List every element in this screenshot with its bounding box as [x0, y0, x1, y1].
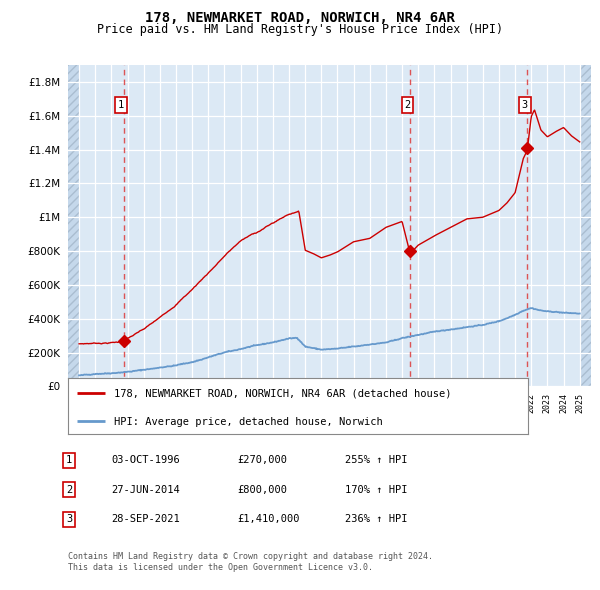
Text: 3: 3 [521, 100, 528, 110]
Text: Contains HM Land Registry data © Crown copyright and database right 2024.: Contains HM Land Registry data © Crown c… [68, 552, 433, 561]
Text: 1: 1 [66, 455, 72, 465]
Text: £1,410,000: £1,410,000 [237, 514, 299, 524]
Text: 27-JUN-2014: 27-JUN-2014 [111, 485, 180, 494]
Text: 170% ↑ HPI: 170% ↑ HPI [345, 485, 407, 494]
Text: 178, NEWMARKET ROAD, NORWICH, NR4 6AR: 178, NEWMARKET ROAD, NORWICH, NR4 6AR [145, 11, 455, 25]
Text: 03-OCT-1996: 03-OCT-1996 [111, 455, 180, 465]
Text: Price paid vs. HM Land Registry's House Price Index (HPI): Price paid vs. HM Land Registry's House … [97, 23, 503, 36]
Text: 255% ↑ HPI: 255% ↑ HPI [345, 455, 407, 465]
Text: 236% ↑ HPI: 236% ↑ HPI [345, 514, 407, 524]
Text: £800,000: £800,000 [237, 485, 287, 494]
Text: 2: 2 [66, 485, 72, 494]
Bar [580, 65, 591, 386]
Text: 2: 2 [404, 100, 411, 110]
Text: 3: 3 [66, 514, 72, 524]
Text: This data is licensed under the Open Government Licence v3.0.: This data is licensed under the Open Gov… [68, 563, 373, 572]
Text: 28-SEP-2021: 28-SEP-2021 [111, 514, 180, 524]
Text: HPI: Average price, detached house, Norwich: HPI: Average price, detached house, Norw… [114, 417, 383, 427]
Text: 178, NEWMARKET ROAD, NORWICH, NR4 6AR (detached house): 178, NEWMARKET ROAD, NORWICH, NR4 6AR (d… [114, 388, 451, 398]
Bar [68, 65, 79, 386]
Text: £270,000: £270,000 [237, 455, 287, 465]
Text: 1: 1 [118, 100, 124, 110]
